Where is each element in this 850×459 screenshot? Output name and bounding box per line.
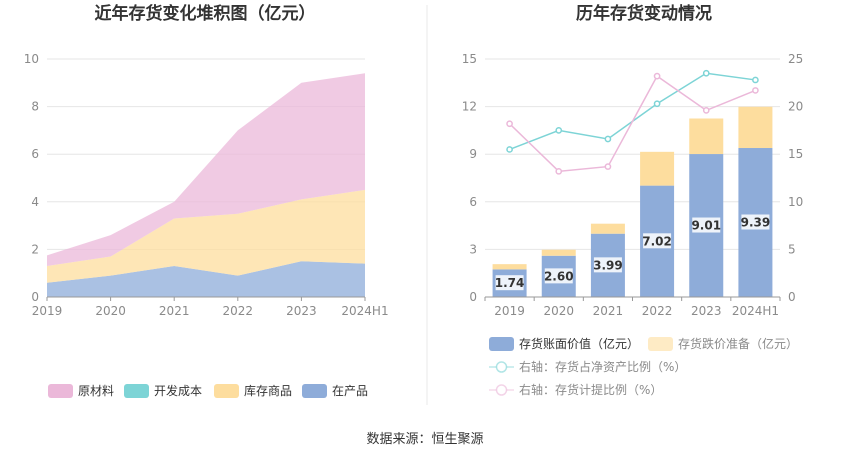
left-x-tick-label: 2024H1	[341, 304, 388, 318]
left-x-tick-label: 2019	[32, 304, 63, 318]
line-point	[506, 120, 513, 128]
legend-swatch-在产品	[302, 384, 327, 398]
bar-value-label: 7.02	[642, 234, 672, 248]
line-右轴：存货计提比例（%）	[509, 75, 756, 173]
bar-value-label: 9.39	[741, 216, 771, 230]
left-y-tick-label: 6	[31, 147, 39, 161]
left-axes: 0 2 4 6 8 10 2019 2020 2021 2022 2023 2024H1	[24, 52, 389, 318]
left-y-tick-label: 0	[31, 290, 39, 304]
legend-swatch-库存商品	[214, 384, 239, 398]
data-source: 数据来源：恒生聚源	[366, 432, 483, 447]
bar-impairment	[640, 151, 675, 186]
legend-swatch-book-value	[489, 337, 514, 351]
line-point	[555, 167, 563, 175]
stacked-area-chart: 近年存货变化堆积图（亿元） 0 2 4 6 8 10 2019 2020 2021 2022 202…	[24, 3, 389, 398]
bar-value-label: 9.01	[691, 219, 721, 233]
line-point	[506, 146, 513, 153]
line-point	[702, 107, 710, 114]
legend-swatch-开发成本	[124, 384, 149, 398]
right-y-left-tick-label: 12	[462, 100, 477, 114]
left-x-tick-label: 2021	[159, 304, 190, 318]
bar-label-bg	[692, 217, 721, 233]
right-y-right-tick-label: 15	[788, 147, 803, 161]
right-y-right-tick-label: 20	[788, 100, 803, 114]
bar-label-bg	[643, 233, 672, 249]
bar-impairment	[492, 264, 527, 270]
legend-line-marker	[495, 361, 508, 373]
line-point	[752, 87, 759, 94]
right-x-tick-label: 2020	[543, 304, 574, 318]
area-在产品	[47, 261, 365, 297]
left-y-tick-label: 2	[31, 242, 39, 256]
left-y-tick-label: 4	[31, 195, 39, 209]
right-y-left-tick-label: 0	[469, 290, 477, 304]
right-axes: 0 3 6 9 12 15 0 5 10 15 20 25 2019 2020 2021 2022 2023 20…	[462, 52, 804, 318]
legend-label-book-value: 存货账面价值（亿元）	[519, 336, 639, 351]
area-原材料	[47, 73, 365, 267]
bar-impairment	[590, 223, 625, 234]
legend-label-在产品: 在产品	[332, 384, 368, 398]
legend-label-原材料: 原材料	[78, 384, 114, 398]
line-point	[752, 76, 759, 84]
line-point	[604, 163, 612, 170]
bar-value-label: 1.74	[495, 276, 525, 290]
area-库存商品	[47, 189, 365, 283]
legend-label-库存商品: 库存商品	[244, 383, 292, 398]
bar-line-chart: 历年存货变动情况 1.74 2.60 3.99 7.02 9.01 9.39 0 3 6 9 12…	[462, 3, 804, 397]
legend-label-impairment: 存货跌价准备（亿元）	[678, 336, 798, 351]
right-bars: 1.74 2.60 3.99 7.02 9.01 9.39	[492, 106, 773, 297]
right-x-tick-label: 2021	[593, 304, 624, 318]
right-x-tick-label: 2022	[642, 304, 673, 318]
bar-label-bg	[544, 268, 573, 284]
bar-label-bg	[495, 275, 524, 291]
right-chart-title: 历年存货变动情况	[576, 3, 712, 24]
line-point	[702, 69, 710, 77]
right-y-right-tick-label: 10	[788, 195, 803, 209]
line-point	[653, 100, 661, 108]
right-legend: 存货账面价值（亿元） 存货跌价准备（亿元） 右轴：存货占净资产比例（%） 右轴：存货计…	[489, 336, 798, 397]
bar-value-label: 2.60	[544, 269, 574, 283]
legend-line-marker	[495, 384, 508, 396]
bar-label-bg	[741, 214, 770, 230]
left-x-tick-label: 2023	[286, 304, 317, 318]
left-x-tick-label: 2020	[95, 304, 126, 318]
legend-label-开发成本: 开发成本	[154, 383, 202, 398]
bar-impairment	[738, 106, 773, 149]
right-y-right-tick-label: 25	[788, 52, 803, 66]
bar-value-label: 3.99	[593, 258, 623, 272]
legend-swatch-impairment	[648, 337, 673, 351]
line-point	[604, 135, 612, 143]
left-y-tick-label: 10	[24, 52, 39, 66]
left-x-tick-label: 2022	[223, 304, 254, 318]
right-grid	[485, 58, 780, 250]
left-legend: 原材料 开发成本 库存商品 在产品	[48, 383, 368, 398]
left-y-tick-label: 8	[31, 100, 39, 114]
left-chart-title: 近年存货变化堆积图（亿元）	[95, 3, 316, 24]
legend-label-line: 右轴：存货占净资产比例（%）	[519, 359, 686, 374]
right-lines	[506, 69, 759, 175]
right-y-left-tick-label: 3	[469, 242, 477, 256]
right-y-left-tick-label: 9	[469, 147, 477, 161]
left-areas	[47, 73, 365, 297]
right-y-right-tick-label: 0	[788, 290, 796, 304]
line-point	[653, 72, 661, 80]
right-y-left-tick-label: 6	[469, 195, 477, 209]
bar-impairment	[689, 118, 724, 155]
bar-label-bg	[593, 257, 622, 273]
right-y-left-tick-label: 15	[462, 52, 477, 66]
right-x-tick-label: 2019	[494, 304, 525, 318]
line-point	[555, 127, 563, 134]
right-x-tick-label: 2024H1	[732, 304, 779, 318]
bar-impairment	[541, 249, 576, 256]
right-y-right-tick-label: 5	[788, 242, 796, 256]
legend-label-line: 右轴：存货计提比例（%）	[519, 382, 662, 397]
right-x-tick-label: 2023	[691, 304, 722, 318]
legend-swatch-原材料	[48, 384, 73, 398]
